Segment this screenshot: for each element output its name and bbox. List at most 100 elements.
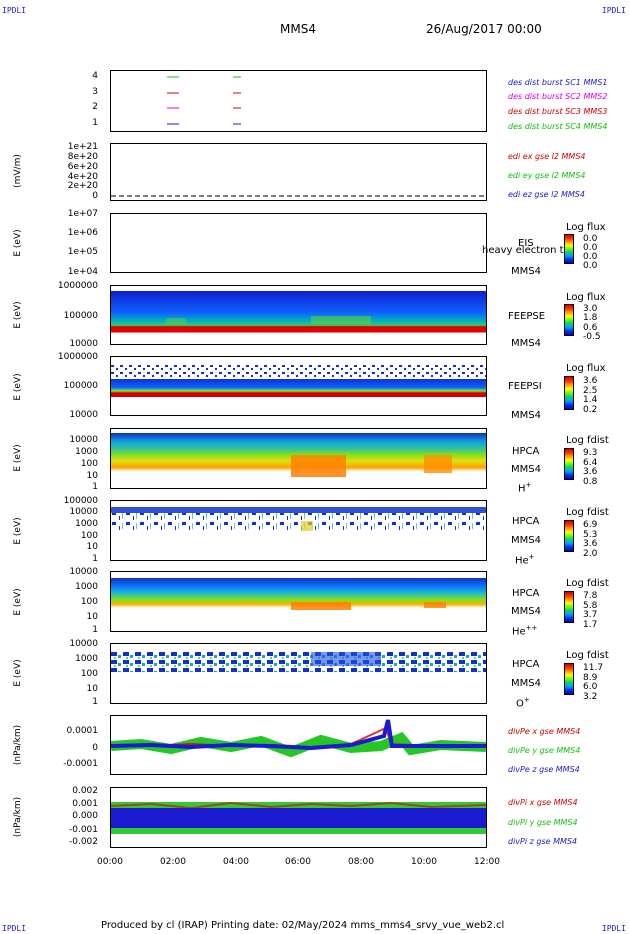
eis-cbar-tick-0: 0.0 xyxy=(583,234,598,244)
hpca-h-species-charge: + xyxy=(525,481,532,489)
eis-ytick-1: 1e+06 xyxy=(67,228,98,238)
feepse-spectrogram xyxy=(111,291,486,339)
panel-hpca-h-frame xyxy=(110,428,487,489)
feepse-label-instrument: FEEPSE xyxy=(508,311,546,322)
hpca-he2-ylabel: E (eV) xyxy=(13,588,23,616)
edi-label-ey: edi ey gse l2 MMS4 xyxy=(508,171,586,180)
feepse-cbar-tick-3: -0.5 xyxy=(583,332,601,342)
hpca-o-cbar-tick-0: 11.7 xyxy=(583,663,604,673)
hpca-h-ytick-1: 1000 xyxy=(75,447,98,457)
feepsi-spectrogram xyxy=(111,363,486,397)
hpca-o-label-instrument: HPCA xyxy=(512,659,540,670)
hpca-he1-ytick-3: 100 xyxy=(80,531,98,541)
hpca-h-spectrogram xyxy=(111,433,486,481)
hpca-h-ylabel: E (eV) xyxy=(13,444,23,472)
divpi-label-z: divPi z gse MMS4 xyxy=(508,837,578,846)
feepsi-cbar-tick-1: 2.5 xyxy=(583,386,598,396)
edi-ylabel: (mV/m) xyxy=(13,154,23,188)
hpca-he2-ytick-3: 10 xyxy=(86,612,98,622)
hpca-he1-ylabel: E (eV) xyxy=(13,517,23,545)
hpca-o-ylabel: E (eV) xyxy=(13,659,23,687)
hpca-he1-ytick-1: 10000 xyxy=(69,507,98,517)
hpca-he1-spectrogram xyxy=(111,507,486,531)
hpca-he2-label-instrument: HPCA xyxy=(512,588,540,599)
feepsi-ytick-0: 1000000 xyxy=(57,352,98,362)
hpca-h-ytick-0: 10000 xyxy=(69,435,98,445)
chart-date: 26/Aug/2017 00:00 xyxy=(426,22,542,36)
hpca-he2-cbar-tick-2: 3.7 xyxy=(583,610,598,620)
footer-credit: Produced by cl (IRAP) Printing date: 02/… xyxy=(101,920,505,931)
divpi-label-y: divPi y gse MMS4 xyxy=(508,818,578,827)
divpi-trace-x xyxy=(111,801,486,810)
hpca-he2-ytick-0: 10000 xyxy=(69,567,98,577)
eis-cbar-tick-1: 0.0 xyxy=(583,243,598,253)
feepse-ylabel: E (eV) xyxy=(13,301,23,329)
edi-label-ex: edi ex gse l2 MMS4 xyxy=(508,152,586,161)
xtick-1: 02:00 xyxy=(160,857,186,867)
des-ytick-1: 1 xyxy=(92,118,98,128)
xtick-5: 10:00 xyxy=(411,857,437,867)
xtick-0: 00:00 xyxy=(97,857,123,867)
eis-cbar-tick-2: 0.0 xyxy=(583,252,598,262)
divpi-ytick-3: -0.001 xyxy=(68,825,98,835)
hpca-he2-species-charge: ++ xyxy=(525,624,538,632)
hpca-o-ytick-2: 100 xyxy=(80,669,98,679)
hpca-he2-ytick-1: 1000 xyxy=(75,582,98,592)
hpca-he2-species: He++ xyxy=(512,624,537,637)
feepsi-cbar-tick-3: 0.2 xyxy=(583,405,598,415)
eis-cbar-title: Log flux xyxy=(566,222,606,233)
divpe-label-z: divPe z gse MMS4 xyxy=(508,765,580,774)
hpca-h-ytick-2: 100 xyxy=(80,459,98,469)
feepsi-ytick-2: 10000 xyxy=(69,410,98,420)
edi-ytick-5: 0 xyxy=(92,191,98,201)
feepsi-colorbar xyxy=(564,376,574,410)
hpca-h-label-sc: MMS4 xyxy=(511,464,541,475)
feepsi-cbar-tick-2: 1.4 xyxy=(583,395,598,405)
xtick-6: 12:00 xyxy=(474,857,500,867)
feepse-cbar-tick-1: 1.8 xyxy=(583,313,598,323)
hpca-h-cbar-tick-0: 9.3 xyxy=(583,448,598,458)
hpca-he2-cbar-tick-3: 1.7 xyxy=(583,620,598,630)
panel-hpca-he2-frame xyxy=(110,571,487,632)
divpi-label-x: divPi x gse MMS4 xyxy=(508,798,578,807)
hpca-h-cbar-tick-2: 3.6 xyxy=(583,467,598,477)
divpe-label-x: divPe x gse MMS4 xyxy=(508,727,581,736)
divpi-ytick-0: 0.002 xyxy=(72,786,98,796)
hpca-o-cbar-title: Log fdist xyxy=(566,650,609,661)
eis-cbar-tick-3: 0.0 xyxy=(583,261,598,271)
hpca-h-cbar-tick-1: 6.4 xyxy=(583,458,598,468)
divpi-traces xyxy=(111,801,486,834)
hpca-he2-ytick-4: 1 xyxy=(92,625,98,635)
hpca-he1-ytick-0: 100000 xyxy=(63,496,98,506)
hpca-he1-ytick-5: 1 xyxy=(92,554,98,564)
divpi-ytick-2: 0.000 xyxy=(72,811,98,821)
feepse-cbar-title: Log flux xyxy=(566,292,606,303)
eis-label-sc: MMS4 xyxy=(511,266,541,277)
hpca-h-cbar-title: Log fdist xyxy=(566,435,609,446)
hpca-he1-cbar-tick-0: 6.9 xyxy=(583,520,598,530)
edi-label-ez: edi ez gse l2 MMS4 xyxy=(508,190,585,199)
eis-colorbar xyxy=(564,234,574,264)
hpca-he2-cbar-tick-0: 7.8 xyxy=(583,591,598,601)
hpca-he2-label-sc: MMS4 xyxy=(511,606,541,617)
feepse-ytick-1: 100000 xyxy=(63,311,98,321)
des-label-sc4: des dist burst SC4 MMS4 xyxy=(508,122,608,131)
hpca-he1-cbar-tick-3: 2.0 xyxy=(583,549,598,559)
divpi-ytick-4: -0.002 xyxy=(68,837,98,847)
divpi-ylabel: (nPa/km) xyxy=(13,796,23,838)
hpca-o-cbar-tick-3: 3.2 xyxy=(583,692,598,702)
xtick-4: 08:00 xyxy=(348,857,374,867)
panel-hpca-o-frame xyxy=(110,643,487,704)
hpca-he2-ytick-2: 100 xyxy=(80,597,98,607)
eis-ylabel: E (eV) xyxy=(13,229,23,257)
panel-feepsi-frame xyxy=(110,356,487,416)
feepsi-ytick-1: 100000 xyxy=(63,381,98,391)
divpe-trace-z xyxy=(111,719,486,751)
eis-label-instrument: EIS xyxy=(518,238,534,249)
eis-ytick-0: 1e+07 xyxy=(67,209,98,219)
panel-feepse-frame xyxy=(110,285,487,345)
corner-label-bottom-right: IPDLI xyxy=(601,924,626,933)
feepse-ytick-2: 10000 xyxy=(69,339,98,349)
hpca-o-ytick-3: 10 xyxy=(86,684,98,694)
hpca-o-ytick-0: 10000 xyxy=(69,639,98,649)
